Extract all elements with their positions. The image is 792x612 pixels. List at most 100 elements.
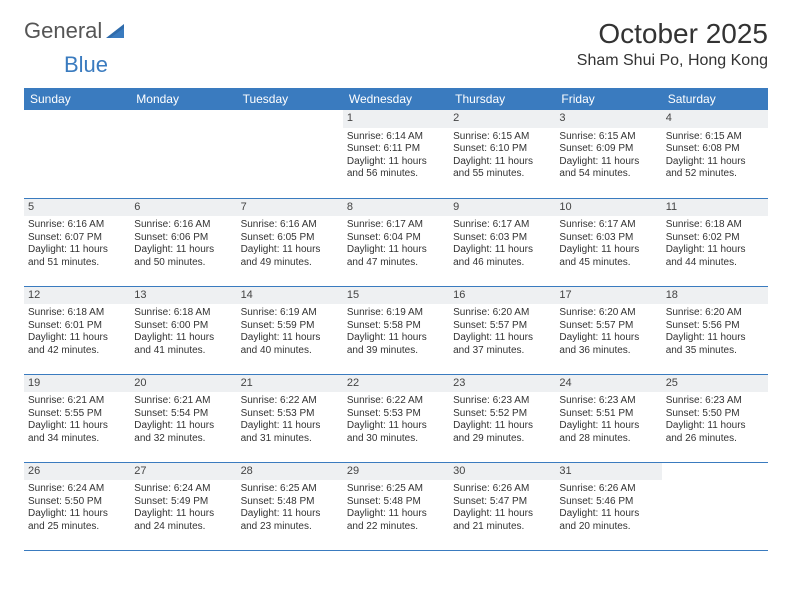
sunset-text: Sunset: 5:53 PM [241, 408, 339, 421]
sunset-text: Sunset: 6:03 PM [453, 232, 551, 245]
calendar-day-cell: 7Sunrise: 6:16 AMSunset: 6:05 PMDaylight… [237, 198, 343, 286]
title-block: October 2025 Sham Shui Po, Hong Kong [577, 18, 768, 70]
sunset-text: Sunset: 5:57 PM [559, 320, 657, 333]
calendar-page: General October 2025 Sham Shui Po, Hong … [0, 0, 792, 561]
daylight-text: Daylight: 11 hours and 23 minutes. [241, 508, 339, 533]
day-number: 3 [555, 110, 661, 128]
sunset-text: Sunset: 6:04 PM [347, 232, 445, 245]
calendar-day-cell: 6Sunrise: 6:16 AMSunset: 6:06 PMDaylight… [130, 198, 236, 286]
weekday-header-row: Sunday Monday Tuesday Wednesday Thursday… [24, 88, 768, 110]
calendar-day-cell: 3Sunrise: 6:15 AMSunset: 6:09 PMDaylight… [555, 110, 661, 198]
daylight-text: Daylight: 11 hours and 22 minutes. [347, 508, 445, 533]
sunset-text: Sunset: 5:48 PM [241, 496, 339, 509]
day-number: 22 [343, 375, 449, 393]
day-number: 4 [662, 110, 768, 128]
calendar-day-cell: 31Sunrise: 6:26 AMSunset: 5:46 PMDayligh… [555, 462, 661, 550]
sunset-text: Sunset: 5:55 PM [28, 408, 126, 421]
calendar-day-cell: 26Sunrise: 6:24 AMSunset: 5:50 PMDayligh… [24, 462, 130, 550]
sunrise-text: Sunrise: 6:21 AM [28, 395, 126, 408]
calendar-day-cell: 23Sunrise: 6:23 AMSunset: 5:52 PMDayligh… [449, 374, 555, 462]
sunrise-text: Sunrise: 6:15 AM [666, 131, 764, 144]
daylight-text: Daylight: 11 hours and 42 minutes. [28, 332, 126, 357]
daylight-text: Daylight: 11 hours and 24 minutes. [134, 508, 232, 533]
calendar-table: Sunday Monday Tuesday Wednesday Thursday… [24, 88, 768, 551]
daylight-text: Daylight: 11 hours and 56 minutes. [347, 156, 445, 181]
sunrise-text: Sunrise: 6:22 AM [347, 395, 445, 408]
sunrise-text: Sunrise: 6:20 AM [666, 307, 764, 320]
sunrise-text: Sunrise: 6:17 AM [453, 219, 551, 232]
sunrise-text: Sunrise: 6:15 AM [559, 131, 657, 144]
daylight-text: Daylight: 11 hours and 37 minutes. [453, 332, 551, 357]
day-number: 14 [237, 287, 343, 305]
daylight-text: Daylight: 11 hours and 49 minutes. [241, 244, 339, 269]
daylight-text: Daylight: 11 hours and 45 minutes. [559, 244, 657, 269]
daylight-text: Daylight: 11 hours and 41 minutes. [134, 332, 232, 357]
calendar-day-cell: 28Sunrise: 6:25 AMSunset: 5:48 PMDayligh… [237, 462, 343, 550]
calendar-day-cell: 22Sunrise: 6:22 AMSunset: 5:53 PMDayligh… [343, 374, 449, 462]
calendar-day-cell: 15Sunrise: 6:19 AMSunset: 5:58 PMDayligh… [343, 286, 449, 374]
weekday-header: Tuesday [237, 88, 343, 110]
sunset-text: Sunset: 5:51 PM [559, 408, 657, 421]
calendar-day-cell: 4 Sunrise: 6:15 AMSunset: 6:08 PMDaylight… [662, 110, 768, 198]
brand-part1: General [24, 18, 102, 44]
day-number: 7 [237, 199, 343, 217]
daylight-text: Daylight: 11 hours and 28 minutes. [559, 420, 657, 445]
calendar-week-row: 12Sunrise: 6:18 AMSunset: 6:01 PMDayligh… [24, 286, 768, 374]
sunrise-text: Sunrise: 6:26 AM [559, 483, 657, 496]
day-number: 29 [343, 463, 449, 481]
calendar-day-cell: 30Sunrise: 6:26 AMSunset: 5:47 PMDayligh… [449, 462, 555, 550]
calendar-body: 1Sunrise: 6:14 AMSunset: 6:11 PMDaylight… [24, 110, 768, 550]
daylight-text: Daylight: 11 hours and 52 minutes. [666, 156, 764, 181]
calendar-day-cell: 10Sunrise: 6:17 AMSunset: 6:03 PMDayligh… [555, 198, 661, 286]
brand-part2: Blue [64, 52, 108, 78]
calendar-week-row: 1Sunrise: 6:14 AMSunset: 6:11 PMDaylight… [24, 110, 768, 198]
sunrise-text: Sunrise: 6:16 AM [134, 219, 232, 232]
sunrise-text: Sunrise: 6:25 AM [241, 483, 339, 496]
daylight-text: Daylight: 11 hours and 20 minutes. [559, 508, 657, 533]
sunset-text: Sunset: 6:07 PM [28, 232, 126, 245]
sunrise-text: Sunrise: 6:16 AM [28, 219, 126, 232]
daylight-text: Daylight: 11 hours and 32 minutes. [134, 420, 232, 445]
sunrise-text: Sunrise: 6:20 AM [453, 307, 551, 320]
day-number: 15 [343, 287, 449, 305]
day-number: 11 [662, 199, 768, 217]
calendar-day-cell: 20Sunrise: 6:21 AMSunset: 5:54 PMDayligh… [130, 374, 236, 462]
daylight-text: Daylight: 11 hours and 55 minutes. [453, 156, 551, 181]
sunrise-text: Sunrise: 6:17 AM [559, 219, 657, 232]
day-number: 2 [449, 110, 555, 128]
sunrise-text: Sunrise: 6:16 AM [241, 219, 339, 232]
day-number: 20 [130, 375, 236, 393]
day-number: 12 [24, 287, 130, 305]
calendar-day-cell: 14Sunrise: 6:19 AMSunset: 5:59 PMDayligh… [237, 286, 343, 374]
calendar-day-cell [662, 462, 768, 550]
brand-logo: General [24, 18, 126, 44]
sunset-text: Sunset: 6:08 PM [666, 143, 764, 156]
sunrise-text: Sunrise: 6:20 AM [559, 307, 657, 320]
calendar-day-cell: 27Sunrise: 6:24 AMSunset: 5:49 PMDayligh… [130, 462, 236, 550]
sunrise-text: Sunrise: 6:18 AM [28, 307, 126, 320]
sunset-text: Sunset: 5:49 PM [134, 496, 232, 509]
month-title: October 2025 [577, 18, 768, 50]
calendar-day-cell: 16Sunrise: 6:20 AMSunset: 5:57 PMDayligh… [449, 286, 555, 374]
daylight-text: Daylight: 11 hours and 44 minutes. [666, 244, 764, 269]
daylight-text: Daylight: 11 hours and 25 minutes. [28, 508, 126, 533]
sunrise-text: Sunrise: 6:25 AM [347, 483, 445, 496]
day-number: 21 [237, 375, 343, 393]
sunset-text: Sunset: 5:50 PM [28, 496, 126, 509]
daylight-text: Daylight: 11 hours and 36 minutes. [559, 332, 657, 357]
sunrise-text: Sunrise: 6:24 AM [28, 483, 126, 496]
sunrise-text: Sunrise: 6:26 AM [453, 483, 551, 496]
sunset-text: Sunset: 5:53 PM [347, 408, 445, 421]
day-number: 17 [555, 287, 661, 305]
day-number: 9 [449, 199, 555, 217]
sunset-text: Sunset: 5:54 PM [134, 408, 232, 421]
sunset-text: Sunset: 5:59 PM [241, 320, 339, 333]
sunrise-text: Sunrise: 6:19 AM [241, 307, 339, 320]
daylight-text: Daylight: 11 hours and 50 minutes. [134, 244, 232, 269]
sunrise-text: Sunrise: 6:23 AM [453, 395, 551, 408]
calendar-week-row: 19Sunrise: 6:21 AMSunset: 5:55 PMDayligh… [24, 374, 768, 462]
day-number: 30 [449, 463, 555, 481]
calendar-day-cell [130, 110, 236, 198]
sunrise-text: Sunrise: 6:19 AM [347, 307, 445, 320]
calendar-day-cell: 18Sunrise: 6:20 AMSunset: 5:56 PMDayligh… [662, 286, 768, 374]
